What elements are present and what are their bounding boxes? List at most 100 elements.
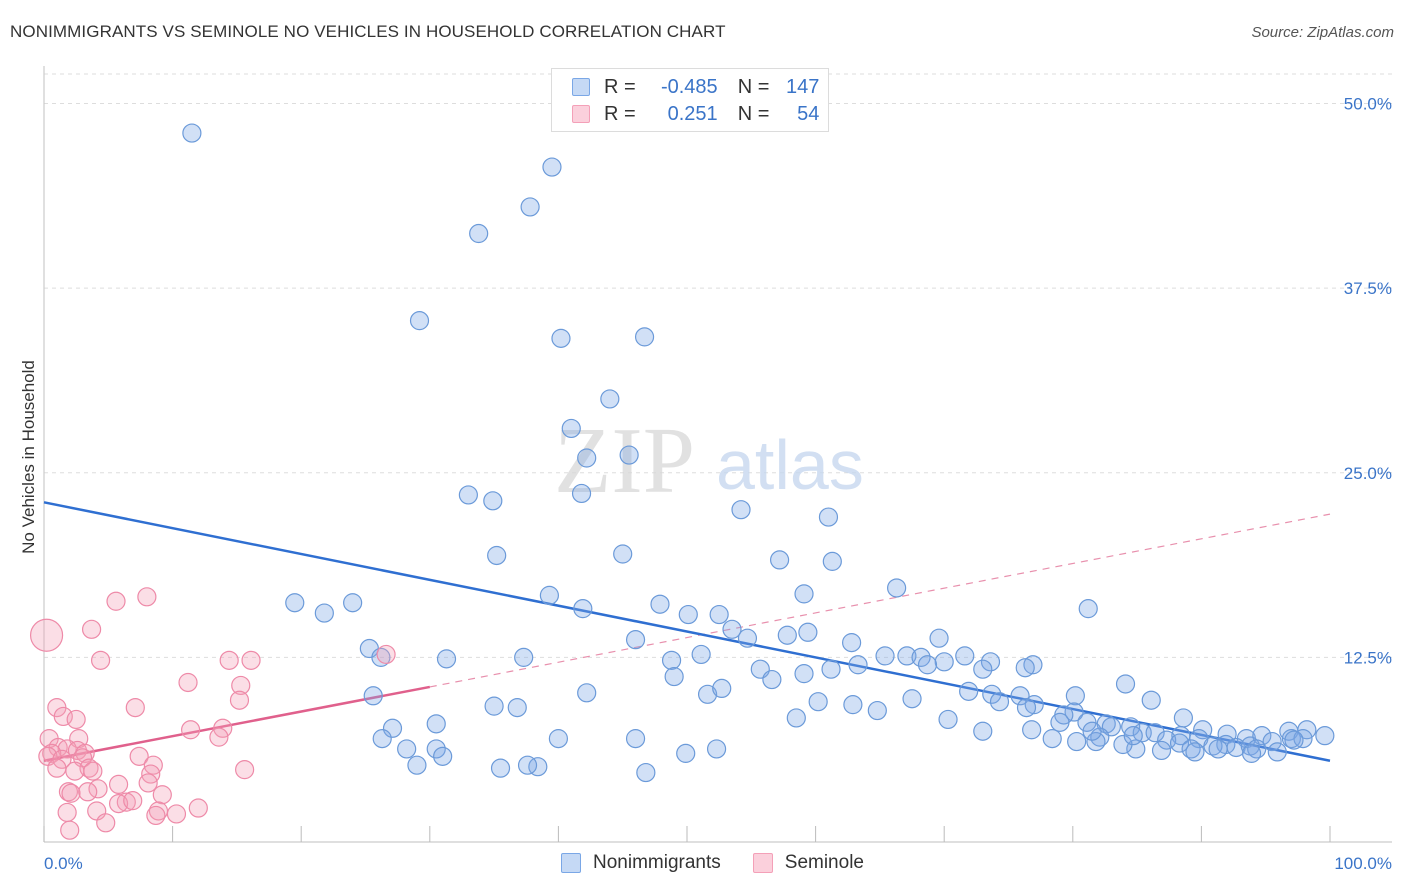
data-point-nonimmigrants: [786, 708, 806, 728]
data-point-nonimmigrants: [469, 223, 489, 244]
data-point-nonimmigrants: [769, 550, 790, 570]
data-point-nonimmigrants: [285, 593, 305, 613]
data-point-nonimmigrants: [1267, 742, 1287, 762]
data-point-nonimmigrants: [1185, 742, 1205, 762]
data-point-seminole: [108, 774, 129, 795]
data-point-nonimmigrants: [1173, 708, 1193, 728]
data-point-nonimmigrants: [798, 622, 818, 642]
data-point-nonimmigrants: [426, 714, 446, 734]
data-point-nonimmigrants: [636, 762, 656, 783]
data-point-seminole: [188, 798, 208, 818]
data-point-nonimmigrants: [777, 625, 797, 645]
data-point-nonimmigrants: [577, 683, 597, 703]
data-point-nonimmigrants: [712, 678, 732, 699]
data-point-nonimmigrants: [1208, 739, 1228, 759]
data-point-nonimmigrants: [1042, 729, 1062, 749]
data-point-nonimmigrants: [1284, 730, 1304, 750]
data-point-nonimmigrants: [1050, 712, 1070, 732]
data-point-seminole: [57, 739, 77, 759]
data-point-nonimmigrants: [520, 197, 540, 217]
data-point-nonimmigrants: [867, 700, 887, 721]
data-point-seminole: [166, 804, 187, 824]
y-tick-label: 12.5%: [1344, 648, 1392, 667]
data-point-nonimmigrants: [1082, 721, 1102, 741]
data-point-nonimmigrants: [371, 647, 391, 667]
source-label: Source: ZipAtlas.com: [1251, 24, 1394, 41]
legend-label-seminole: Seminole: [784, 852, 864, 873]
data-point-nonimmigrants: [1241, 743, 1262, 763]
data-point-nonimmigrants: [1086, 731, 1106, 752]
series-nonimmigrants: [182, 123, 1335, 783]
blue-swatch-icon: [561, 853, 581, 873]
data-point-nonimmigrants: [989, 692, 1010, 712]
data-point-seminole: [66, 709, 86, 730]
data-point-nonimmigrants: [678, 604, 698, 625]
y-tick-label: 37.5%: [1344, 279, 1392, 298]
data-point-nonimmigrants: [1067, 731, 1087, 752]
data-point-seminole: [181, 720, 201, 740]
data-point-nonimmigrants: [458, 485, 478, 505]
data-point-nonimmigrants: [409, 311, 430, 331]
data-point-nonimmigrants: [551, 328, 571, 348]
data-point-seminole: [209, 727, 229, 747]
data-point-nonimmigrants: [634, 327, 655, 347]
data-point-nonimmigrants: [822, 551, 842, 571]
data-point-nonimmigrants: [842, 633, 862, 653]
data-point-nonimmigrants: [625, 729, 646, 749]
data-point-nonimmigrants: [1024, 695, 1044, 715]
data-point-seminole: [123, 791, 143, 811]
data-point-nonimmigrants: [490, 758, 511, 778]
data-point-nonimmigrants: [1065, 686, 1085, 706]
data-point-nonimmigrants: [722, 619, 742, 639]
y-tick-label: 50.0%: [1344, 95, 1392, 114]
data-point-nonimmigrants: [548, 729, 569, 749]
data-point-nonimmigrants: [1010, 686, 1030, 706]
data-point-nonimmigrants: [1077, 712, 1097, 732]
r-label: R =: [604, 102, 636, 125]
data-point-nonimmigrants: [661, 650, 682, 670]
data-point-nonimmigrants: [664, 666, 684, 687]
x-tick-label-min: 0.0%: [44, 854, 83, 873]
data-point-seminole: [137, 587, 157, 607]
data-point-nonimmigrants: [808, 692, 828, 712]
data-point-nonimmigrants: [577, 448, 597, 468]
data-point-seminole: [52, 749, 72, 769]
data-point-nonimmigrants: [1145, 723, 1165, 743]
data-point-nonimmigrants: [487, 545, 507, 566]
data-point-seminole: [60, 820, 80, 840]
data-point-nonimmigrants: [902, 689, 922, 709]
data-point-nonimmigrants: [625, 630, 646, 650]
data-point-nonimmigrants: [382, 718, 403, 738]
data-point-seminole: [90, 650, 111, 670]
data-point-nonimmigrants: [407, 755, 427, 775]
data-point-nonimmigrants: [539, 585, 559, 605]
data-point-nonimmigrants: [973, 721, 993, 741]
data-point-seminole: [146, 805, 166, 826]
data-point-seminole: [235, 760, 255, 780]
x-tick-label-max: 100.0%: [1334, 854, 1392, 873]
data-point-nonimmigrants: [762, 669, 782, 690]
data-point-nonimmigrants: [433, 746, 453, 766]
data-point-nonimmigrants: [372, 729, 392, 749]
data-point-nonimmigrants: [182, 123, 202, 143]
data-point-nonimmigrants: [483, 491, 503, 511]
data-point-nonimmigrants: [571, 483, 592, 504]
n-label: N =: [737, 75, 770, 98]
data-point-nonimmigrants: [1115, 674, 1136, 694]
data-point-nonimmigrants: [397, 739, 417, 759]
gridlines: [44, 73, 1392, 658]
data-point-seminole: [138, 773, 158, 793]
data-point-nonimmigrants: [691, 644, 711, 665]
data-point-nonimmigrants: [821, 659, 841, 679]
data-point-seminole: [47, 758, 67, 778]
data-point-nonimmigrants: [917, 655, 938, 675]
data-point-seminole: [81, 619, 102, 639]
pink-swatch-icon: [572, 105, 590, 123]
data-point-nonimmigrants: [507, 697, 527, 718]
data-point-seminole: [106, 591, 126, 611]
data-point-nonimmigrants: [1015, 658, 1035, 678]
data-point-nonimmigrants: [697, 684, 718, 704]
data-point-seminole: [219, 650, 239, 670]
n-value-nonimmigrants: 147: [786, 75, 820, 98]
